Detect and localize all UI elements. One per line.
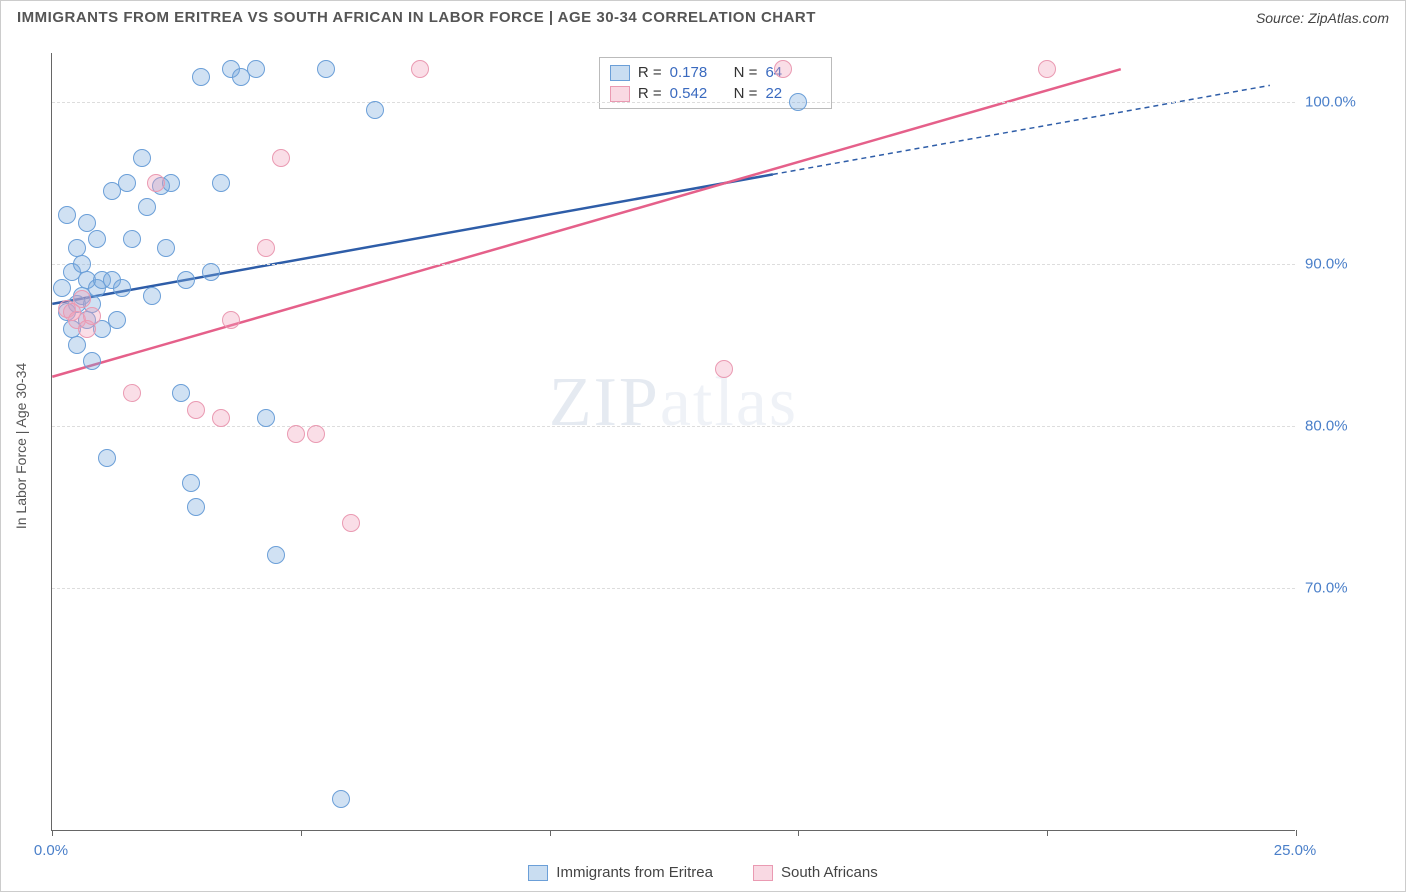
source-label: Source: ZipAtlas.com [1256,10,1389,26]
scatter-point-pink [287,425,305,443]
scatter-point-blue [789,93,807,111]
regression-line [773,85,1270,174]
gridline-h [52,102,1295,103]
y-axis-title: In Labor Force | Age 30-34 [13,363,29,529]
swatch-pink-icon [610,86,630,102]
regression-line [52,69,1120,377]
swatch-blue-icon [528,865,548,881]
r-value-pink: 0.542 [670,85,720,102]
scatter-point-pink [73,290,91,308]
scatter-point-blue [332,790,350,808]
scatter-point-pink [123,384,141,402]
x-tick [1296,830,1297,836]
legend-label-blue: Immigrants from Eritrea [556,864,713,881]
scatter-point-blue [113,279,131,297]
scatter-point-blue [118,174,136,192]
x-tick [301,830,302,836]
bottom-legend: Immigrants from Eritrea South Africans [1,864,1405,881]
legend-item-blue: Immigrants from Eritrea [528,864,713,881]
scatter-point-pink [1038,60,1056,78]
scatter-point-pink [774,60,792,78]
n-label: N = [734,85,758,102]
y-tick-label: 90.0% [1305,255,1375,272]
x-tick-label-left: 0.0% [34,842,68,859]
scatter-point-blue [143,287,161,305]
scatter-point-pink [187,401,205,419]
scatter-point-blue [157,239,175,257]
scatter-point-blue [73,255,91,273]
scatter-point-blue [68,239,86,257]
r-label: R = [638,85,662,102]
scatter-point-blue [187,498,205,516]
scatter-point-blue [123,230,141,248]
scatter-point-pink [411,60,429,78]
scatter-point-pink [715,360,733,378]
r-label: R = [638,64,662,81]
scatter-point-blue [182,474,200,492]
scatter-point-blue [192,68,210,86]
scatter-point-blue [53,279,71,297]
scatter-point-blue [88,230,106,248]
plot-area: ZIPatlas R = 0.178 N = 64 R = 0.542 N = … [51,53,1295,831]
x-tick [550,830,551,836]
scatter-point-blue [267,546,285,564]
r-value-blue: 0.178 [670,64,720,81]
y-tick-label: 80.0% [1305,417,1375,434]
scatter-point-blue [83,352,101,370]
y-tick-label: 70.0% [1305,579,1375,596]
legend-item-pink: South Africans [753,864,878,881]
x-tick [52,830,53,836]
gridline-h [52,426,1295,427]
swatch-blue-icon [610,65,630,81]
scatter-point-pink [307,425,325,443]
scatter-point-blue [202,263,220,281]
scatter-point-blue [317,60,335,78]
legend-label-pink: South Africans [781,864,878,881]
x-tick [798,830,799,836]
x-tick [1047,830,1048,836]
scatter-point-blue [172,384,190,402]
gridline-h [52,588,1295,589]
scatter-point-blue [212,174,230,192]
scatter-point-pink [222,311,240,329]
scatter-point-blue [257,409,275,427]
scatter-point-pink [147,174,165,192]
scatter-point-blue [138,198,156,216]
watermark: ZIPatlas [549,363,798,443]
chart-container: IMMIGRANTS FROM ERITREA VS SOUTH AFRICAN… [0,0,1406,892]
scatter-point-blue [58,206,76,224]
scatter-point-pink [83,307,101,325]
scatter-point-blue [78,214,96,232]
scatter-point-blue [68,336,86,354]
scatter-point-pink [342,514,360,532]
y-tick-label: 100.0% [1305,93,1375,110]
x-tick-label-right: 25.0% [1274,842,1317,859]
scatter-point-pink [272,149,290,167]
scatter-point-blue [133,149,151,167]
chart-title: IMMIGRANTS FROM ERITREA VS SOUTH AFRICAN… [17,9,816,26]
scatter-point-blue [366,101,384,119]
scatter-point-pink [212,409,230,427]
scatter-point-blue [247,60,265,78]
n-label: N = [734,64,758,81]
scatter-point-blue [98,449,116,467]
regression-lines-layer [52,53,1295,830]
scatter-point-pink [257,239,275,257]
swatch-pink-icon [753,865,773,881]
scatter-point-blue [177,271,195,289]
scatter-point-blue [108,311,126,329]
gridline-h [52,264,1295,265]
title-bar: IMMIGRANTS FROM ERITREA VS SOUTH AFRICAN… [1,1,1405,34]
